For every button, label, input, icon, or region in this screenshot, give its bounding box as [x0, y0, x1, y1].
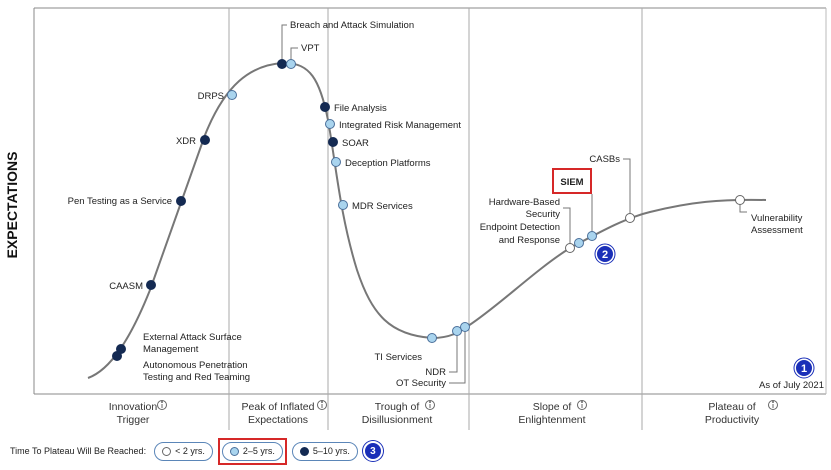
legend-label: < 2 yrs. — [175, 446, 205, 456]
tech-label: Assessment — [751, 225, 803, 236]
tech-label-siem: SIEM — [560, 177, 583, 188]
legend-dot-2to5 — [229, 446, 239, 456]
tech-label: SOAR — [342, 138, 369, 149]
hype-curve — [87, 61, 767, 379]
legend-highlight-box: 2–5 yrs. — [217, 437, 287, 465]
phase-info-icons — [157, 400, 778, 410]
legend-item-lt2[interactable]: < 2 yrs. — [154, 441, 213, 461]
tech-label: TI Services — [374, 352, 422, 363]
dot-file-analysis[interactable] — [320, 102, 330, 112]
dot-ndr[interactable] — [452, 326, 462, 336]
tech-label: External Attack Surface — [143, 332, 242, 343]
dot-integrated-risk-management[interactable] — [325, 119, 335, 129]
phase-labels: Innovation Trigger Peak of Inflated Expe… — [109, 401, 760, 426]
dot-mdr-services[interactable] — [338, 200, 348, 210]
dot-breach-and-attack-simulation[interactable] — [277, 59, 287, 69]
phase-label: Trigger — [117, 414, 150, 426]
technology-labels: Autonomous Penetration Testing and Red T… — [68, 20, 803, 389]
dot-ot-security[interactable] — [460, 322, 470, 332]
legend-title: Time To Plateau Will Be Reached: — [10, 446, 147, 456]
leader-lines — [281, 24, 747, 384]
legend-label: 5–10 yrs. — [312, 446, 350, 456]
svg-text:2: 2 — [602, 249, 608, 261]
info-icon[interactable] — [157, 400, 167, 410]
dot-pen-testing-as-a-service[interactable] — [176, 196, 186, 206]
dot-ti-services[interactable] — [427, 333, 437, 343]
dot-hardware-based-security[interactable] — [574, 238, 584, 248]
tech-label: Management — [143, 344, 199, 355]
dot-deception-platforms[interactable] — [331, 157, 341, 167]
phase-label: Slope of — [533, 401, 572, 413]
tech-label: VPT — [301, 43, 320, 54]
phase-label: Enlightenment — [518, 414, 585, 426]
svg-text:1: 1 — [801, 363, 807, 375]
tech-label: Hardware-Based — [489, 197, 560, 208]
tech-label: and Response — [499, 235, 560, 246]
tech-label: NDR — [425, 367, 446, 378]
phase-label: Trough of — [375, 401, 420, 413]
legend-dot-5to10 — [299, 446, 309, 456]
tech-label: Testing and Red Teaming — [143, 372, 250, 383]
tech-label: CAASM — [109, 281, 143, 292]
technology-dots — [112, 59, 745, 361]
tech-label: Autonomous Penetration — [143, 360, 248, 371]
phase-label: Innovation — [109, 401, 158, 413]
dot-siem[interactable] — [587, 231, 597, 241]
dot-soar[interactable] — [328, 137, 338, 147]
tech-label: File Analysis — [334, 103, 387, 114]
dot-caasm[interactable] — [146, 280, 156, 290]
legend-dot-lt2 — [162, 446, 172, 456]
dot-drps[interactable] — [227, 90, 237, 100]
as-of-date: As of July 2021 — [759, 380, 824, 391]
tech-label: MDR Services — [352, 201, 413, 212]
y-axis-label: EXPECTATIONS — [4, 152, 20, 259]
info-icon[interactable] — [425, 400, 435, 410]
tech-label: OT Security — [396, 378, 446, 389]
tech-label: Integrated Risk Management — [339, 120, 461, 131]
phase-label: Disillusionment — [362, 414, 433, 426]
time-to-plateau-legend: Time To Plateau Will Be Reached: < 2 yrs… — [10, 437, 383, 465]
dot-vpt[interactable] — [286, 59, 296, 69]
tech-label: CASBs — [589, 154, 620, 165]
phase-label: Expectations — [248, 414, 308, 426]
info-icon[interactable] — [768, 400, 778, 410]
phase-label: Plateau of — [708, 401, 755, 413]
siem-highlight-box — [552, 168, 592, 194]
dot-xdr[interactable] — [200, 135, 210, 145]
info-icon[interactable] — [577, 400, 587, 410]
phase-label: Productivity — [705, 414, 760, 426]
tech-label: XDR — [176, 136, 196, 147]
tech-label: Breach and Attack Simulation — [290, 20, 414, 31]
callout-badge-1: 1 — [793, 357, 815, 379]
legend-item-5to10[interactable]: 5–10 yrs. — [291, 441, 358, 461]
tech-label: Security — [526, 209, 561, 220]
tech-label: DRPS — [198, 91, 224, 102]
tech-label: Vulnerability — [751, 213, 803, 224]
info-icon[interactable] — [317, 400, 327, 410]
dot-casbs[interactable] — [625, 213, 635, 223]
dot-vulnerability-assessment[interactable] — [735, 195, 745, 205]
tech-label: Pen Testing as a Service — [68, 196, 172, 207]
callout-badge-3: 3 — [362, 441, 383, 461]
legend-item-2to5[interactable]: 2–5 yrs. — [221, 441, 283, 461]
tech-label: Endpoint Detection — [480, 222, 560, 233]
dot-endpoint-detection-and-response[interactable] — [565, 243, 575, 253]
dot-external-attack-surface-management[interactable] — [116, 344, 126, 354]
phase-label: Peak of Inflated — [242, 401, 315, 413]
tech-label: Deception Platforms — [345, 158, 431, 169]
callout-badge-2: 2 — [594, 243, 616, 265]
legend-label: 2–5 yrs. — [242, 446, 275, 456]
